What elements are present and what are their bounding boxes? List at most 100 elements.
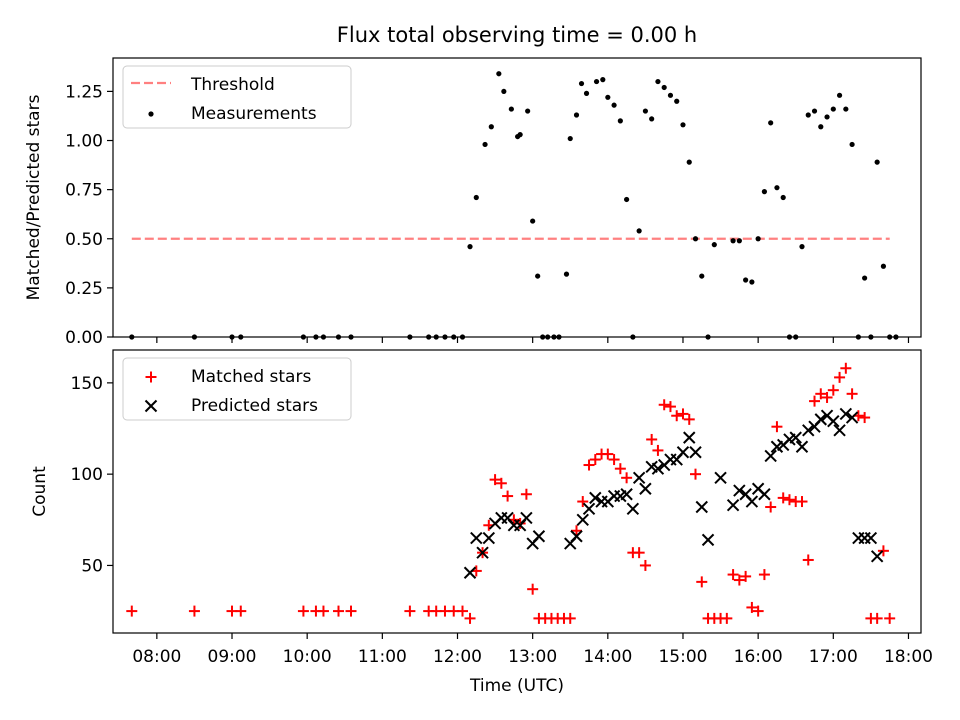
y-tick-label: 1.25 — [65, 82, 103, 102]
measurement-point — [843, 106, 849, 112]
measurement-point — [496, 71, 502, 77]
measurement-point — [755, 236, 761, 242]
matched-star-point — [877, 545, 889, 557]
measurement-point — [862, 275, 868, 281]
measurement-point — [567, 135, 573, 142]
matched-star-point — [646, 433, 658, 445]
y-tick-label: 100 — [71, 465, 103, 485]
predicted-star-point — [676, 446, 690, 459]
x-axis-label: Time (UTC) — [469, 676, 564, 696]
matched-star-point — [783, 494, 795, 506]
measurement-point — [501, 88, 507, 95]
predicted-star-point — [520, 511, 533, 525]
matched-star-point — [690, 468, 702, 480]
bottom-y-axis-label: Count — [30, 466, 50, 517]
predicted-star-point — [758, 488, 771, 501]
matched-star-point — [621, 472, 633, 484]
measurement-point — [818, 124, 824, 130]
matched-star-point — [602, 448, 614, 460]
matched-star-point — [235, 605, 247, 617]
measurement-point — [830, 106, 836, 112]
measurement-point — [578, 80, 585, 87]
measurement-point — [699, 273, 705, 279]
matched-star-point — [404, 605, 416, 617]
predicted-star-point — [463, 566, 477, 579]
matched-star-point — [871, 612, 883, 624]
measurement-point — [780, 194, 786, 201]
matched-star-point — [464, 612, 476, 624]
measurement-point — [655, 78, 661, 85]
top-panel-ratio: 0.00 0.25 0.50 0.75 1.00 1.25 Matched/Predict… — [24, 57, 922, 348]
bottom-axes-frame — [112, 349, 922, 634]
matched-star-point — [733, 574, 745, 586]
measurement-point — [811, 108, 818, 114]
predicted-star-point — [839, 407, 853, 421]
measurement-point — [517, 132, 523, 138]
legend-label: Predicted stars — [191, 396, 318, 416]
matched-star-point — [345, 605, 357, 617]
matched-star-point — [188, 605, 200, 617]
predicted-star-point — [683, 431, 696, 444]
x-tick-label: 09:00 — [208, 647, 257, 667]
legend-measurement-swatch — [148, 111, 154, 117]
measurement-point — [799, 244, 805, 250]
top-legend: Threshold Measurements — [122, 65, 352, 129]
x-tick-label: 10:00 — [283, 647, 332, 667]
predicted-star-point — [532, 530, 546, 543]
matched-star-point — [809, 395, 821, 407]
measurement-point — [636, 228, 642, 234]
predicted-star-point — [582, 502, 596, 516]
figure-title: Flux total observing time = 0.00 h — [337, 23, 697, 47]
predicted-star-point — [870, 550, 884, 563]
matched-star-point — [771, 421, 783, 433]
matched-star-point — [752, 605, 764, 617]
bottom-plot-area — [126, 362, 896, 624]
matched-star-point — [608, 454, 620, 466]
predicted-star-point — [482, 531, 496, 545]
legend-predicted-swatch — [144, 399, 158, 413]
measurement-point — [573, 112, 580, 118]
matched-star-point — [614, 463, 626, 475]
matched-star-point — [502, 490, 514, 502]
measurement-point — [824, 114, 830, 120]
x-tick-label: 16:00 — [734, 647, 783, 667]
matched-star-point — [577, 496, 589, 508]
matched-star-point — [859, 412, 871, 424]
measurement-point — [849, 141, 855, 148]
measurement-point — [508, 106, 514, 112]
x-tick-label: 15:00 — [658, 647, 707, 667]
predicted-star-point — [701, 533, 715, 547]
measurement-point — [686, 159, 692, 165]
predicted-star-point — [589, 491, 602, 505]
matched-star-point — [489, 474, 501, 486]
matched-star-point — [802, 554, 814, 566]
predicted-star-point — [570, 530, 583, 543]
predicted-star-point — [833, 424, 846, 437]
matched-star-point — [846, 388, 858, 400]
y-tick-label: 0.00 — [65, 328, 103, 348]
legend-label: Threshold — [190, 75, 275, 95]
matched-star-point — [840, 362, 852, 374]
predicted-star-point — [576, 513, 589, 527]
predicted-star-point — [789, 431, 802, 444]
measurement-point — [488, 124, 494, 130]
measurement-point — [642, 108, 649, 114]
matched-star-point — [520, 488, 532, 500]
measurement-point — [473, 194, 479, 201]
x-tick-label: 13:00 — [508, 647, 557, 667]
top-axes-frame — [112, 57, 922, 338]
measurement-point — [805, 112, 811, 118]
matched-star-point — [696, 576, 708, 588]
y-tick-label: 150 — [71, 374, 103, 394]
predicted-star-point — [689, 446, 702, 459]
y-tick-label: 0.50 — [65, 230, 103, 250]
predicted-star-point — [745, 495, 759, 508]
matched-star-point — [583, 459, 595, 471]
matched-star-point — [671, 410, 683, 422]
bottom-panel-counts: 50 100 150 08:00 09:00 10:00 11:00 12:00 13:00 1… — [30, 349, 933, 696]
predicted-star-point — [626, 502, 640, 516]
matched-star-point — [633, 547, 645, 559]
y-tick-label: 0.75 — [65, 181, 103, 201]
matched-star-point — [884, 612, 896, 624]
